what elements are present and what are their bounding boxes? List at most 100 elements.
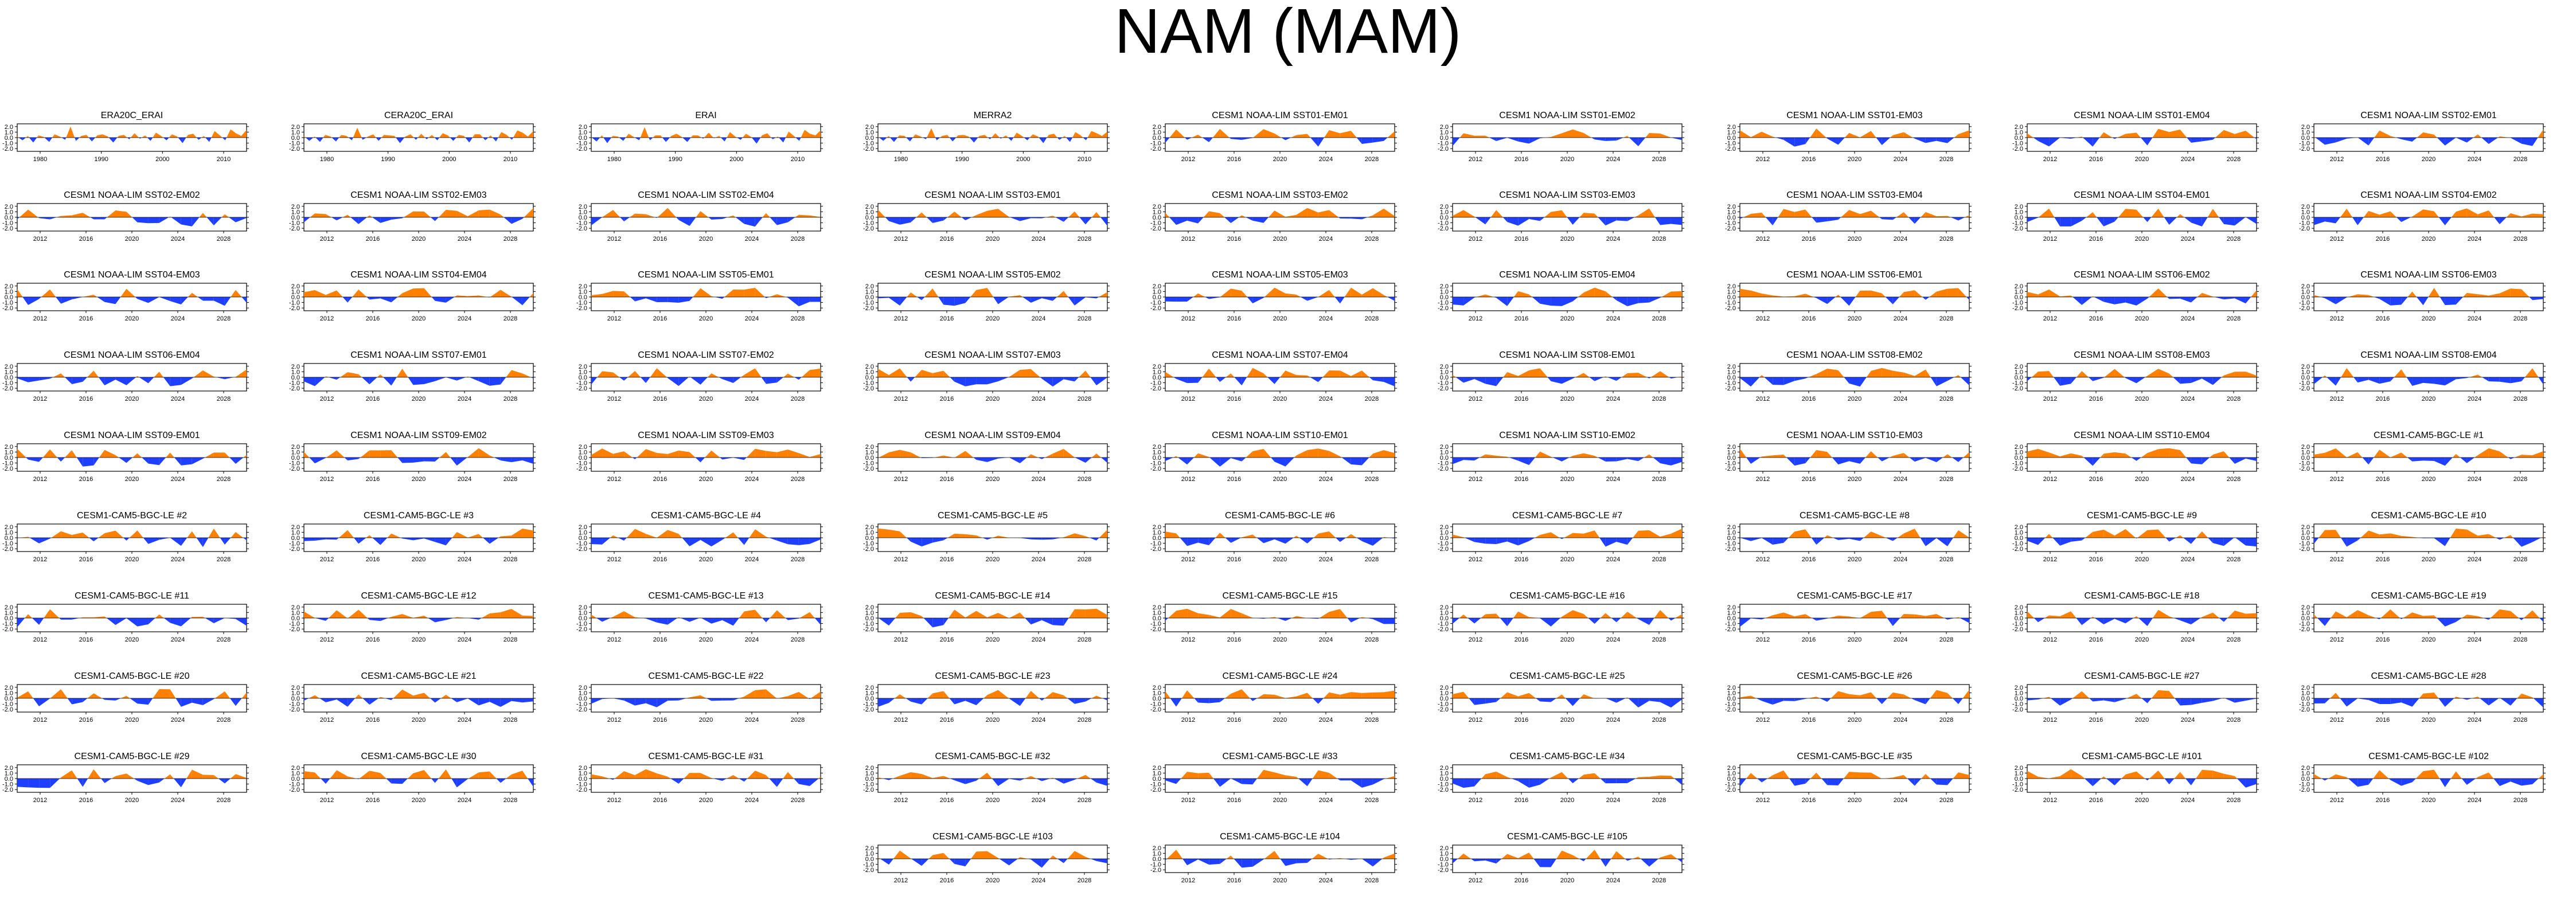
series-segment	[236, 133, 241, 138]
series-segment	[1915, 369, 1926, 377]
series-segment	[1926, 212, 1937, 217]
series-segment	[77, 458, 83, 467]
series-segment	[2083, 138, 2093, 147]
series-segment	[2038, 449, 2049, 458]
x-tick-label: 2012	[607, 556, 621, 563]
series-segment	[469, 772, 479, 779]
chart-panel-19: CESM1 NOAA-LIM SST04-EM042.01.00.0-1.0-2…	[289, 270, 536, 322]
series-segment	[668, 297, 678, 303]
y-tick-label: -2.0	[2299, 466, 2310, 472]
series-segment	[435, 138, 438, 140]
series-segment	[1915, 615, 1926, 618]
series-segment	[1043, 138, 1047, 143]
series-segment	[2478, 375, 2482, 377]
series-segment	[348, 530, 354, 538]
series-segment	[635, 214, 646, 217]
x-tick-label: 2012	[1469, 315, 1482, 322]
x-tick-label: 2024	[2181, 315, 2195, 322]
series-segment	[491, 135, 493, 138]
series-segment	[2235, 131, 2246, 138]
series-segment	[93, 616, 104, 618]
series-segment	[2125, 209, 2136, 217]
chart-panel-24: CESM1 NOAA-LIM SST06-EM012.01.00.0-1.0-2…	[1725, 270, 1972, 322]
series-segment	[1165, 297, 1176, 302]
series-segment	[1871, 291, 1882, 297]
x-tick-label: 2024	[745, 236, 759, 243]
series-segment	[357, 128, 362, 138]
series-segment	[26, 458, 28, 460]
series-segment	[512, 529, 522, 538]
series-segment	[1242, 138, 1252, 140]
series-segment	[348, 698, 355, 707]
series-segment	[1816, 618, 1827, 621]
series-segment	[2452, 212, 2456, 217]
series-segment	[236, 774, 247, 779]
x-tick-label: 2024	[1894, 717, 1907, 724]
series-segment	[932, 691, 943, 698]
chart-panel-17: CESM1 NOAA-LIM SST04-EM022.01.00.0-1.0-2…	[2299, 190, 2546, 243]
series-segment	[451, 779, 456, 787]
series-segment	[1297, 208, 1307, 217]
series-segment	[1187, 377, 1198, 383]
chart-panel-80: CESM1-CAM5-BGC-LE #1022.01.00.0-1.0-2.02…	[2299, 752, 2546, 804]
series-segment	[242, 693, 247, 698]
series-segment	[2478, 294, 2489, 297]
series-segment	[170, 452, 174, 458]
series-segment	[1751, 458, 1760, 464]
series-segment	[2478, 210, 2489, 217]
series-segment	[435, 217, 439, 221]
series-segment	[602, 291, 613, 297]
series-segment	[149, 377, 154, 384]
series-segment	[414, 138, 416, 140]
y-tick-label: -2.0	[863, 305, 874, 312]
x-tick-label: 2024	[458, 236, 471, 243]
series-segment	[2038, 538, 2045, 545]
series-segment	[2093, 138, 2099, 147]
panel-title: CESM1-CAM5-BGC-LE #28	[2371, 671, 2487, 681]
panel-title: CESM1-CAM5-BGC-LE #15	[1223, 591, 1338, 601]
series-segment	[744, 458, 747, 460]
series-segment	[1216, 377, 1220, 382]
series-segment	[2390, 452, 2401, 458]
series-segment	[1860, 612, 1871, 618]
chart-panel-43: CESM1 NOAA-LIM SST10-EM042.01.00.0-1.0-2…	[2012, 431, 2259, 483]
chart-panel-26: CESM1 NOAA-LIM SST06-EM032.01.00.0-1.0-2…	[2299, 270, 2546, 322]
x-tick-label: 2012	[33, 476, 47, 483]
panel-title: CESM1 NOAA-LIM SST10-EM04	[2074, 431, 2210, 440]
series-segment	[2235, 217, 2246, 225]
series-segment	[1176, 533, 1180, 538]
series-segment	[1832, 458, 1839, 464]
x-tick-label: 2016	[2089, 236, 2103, 243]
series-segment	[83, 295, 93, 297]
series-segment	[2336, 611, 2347, 618]
series-segment	[22, 297, 28, 305]
series-segment	[1176, 130, 1185, 138]
x-tick-label: 2000	[442, 156, 456, 163]
series-segment	[439, 769, 446, 779]
x-tick-label: 2028	[1939, 717, 1953, 724]
series-segment	[369, 618, 380, 621]
series-segment	[970, 138, 974, 143]
series-segment	[71, 127, 75, 138]
series-segment	[1002, 135, 1006, 138]
series-segment	[1314, 534, 1318, 538]
series-segment	[2331, 611, 2336, 618]
series-segment	[126, 618, 137, 627]
series-segment	[1794, 614, 1805, 618]
x-tick-label: 2028	[1652, 156, 1666, 163]
series-segment	[712, 373, 719, 377]
series-segment	[603, 138, 607, 143]
series-segment	[358, 694, 362, 698]
series-segment	[1013, 132, 1017, 138]
series-segment	[2390, 609, 2400, 618]
series-segment	[203, 775, 214, 779]
series-segment	[2489, 210, 2494, 217]
series-segment	[104, 297, 115, 304]
series-segment	[103, 134, 108, 138]
series-segment	[457, 779, 468, 787]
series-segment	[1964, 452, 1969, 458]
series-segment	[2412, 698, 2419, 707]
series-segment	[2517, 694, 2521, 698]
series-segment	[203, 370, 214, 377]
x-tick-label: 2016	[1802, 396, 1816, 402]
